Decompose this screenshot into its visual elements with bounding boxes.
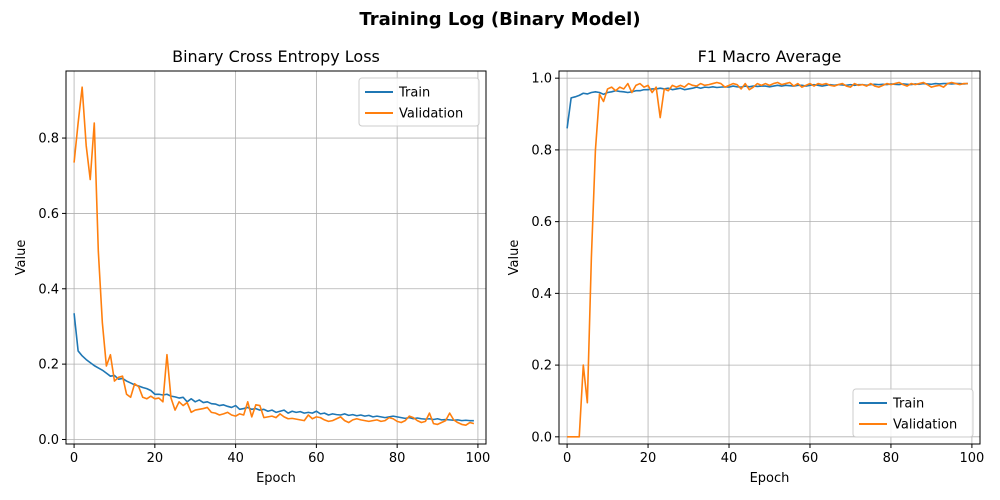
f1-x-axis-label: Epoch [750,471,790,486]
loss-legend: Train Validation [358,77,480,127]
loss-ytick-label-2: 0.4 [38,282,59,297]
loss-xtick-label-0: 0 [70,451,78,466]
figure-title: Training Log (Binary Model) [359,9,640,30]
f1-ytick-label-2: 0.4 [531,287,552,302]
f1-xtick-label-1: 20 [640,451,657,466]
loss-legend-label-validation: Validation [399,107,463,122]
f1-ytick-label-4: 0.8 [531,143,552,158]
f1-xtick-label-2: 40 [721,451,738,466]
f1-plot-frame [558,70,981,445]
loss-ytick-label-0: 0.0 [38,433,59,448]
loss-xtick-label-5: 100 [466,451,491,466]
f1-legend: Train Validation [852,388,974,438]
loss-ytick-label-4: 0.8 [38,132,59,147]
f1-y-axis-label: Value [507,240,522,276]
f1-xtick-label-5: 100 [959,451,984,466]
loss-y-axis-label: Value [14,240,29,276]
f1-legend-label-validation: Validation [893,418,957,433]
f1-ytick-label-3: 0.6 [531,215,552,230]
loss-ytick-label-1: 0.2 [38,358,59,373]
loss-series-line-train [73,313,474,422]
loss-xtick-label-3: 60 [308,451,325,466]
f1-xtick-label-0: 0 [563,451,571,466]
f1-chart-title: F1 Macro Average [698,47,842,66]
f1-ytick-label-5: 1.0 [531,72,552,87]
loss-chart: 0 20 40 60 80 100 0.0 0.2 0.4 0.6 0.8 Binary Cross … [14,47,490,486]
loss-chart-title: Binary Cross Entropy Loss [172,47,380,66]
f1-chart: 0 20 40 60 80 100 0.0 0.2 0.4 0.6 0.8 1.0 F1 Macro A… [507,47,984,486]
f1-series-line-validation [567,81,968,438]
f1-series-line-train [566,82,968,129]
loss-x-axis-label: Epoch [256,471,296,486]
loss-ytick-label-3: 0.6 [38,207,59,222]
f1-ytick-label-0: 0.0 [531,430,552,445]
loss-plot-frame [65,70,487,445]
loss-xtick-label-1: 20 [147,451,164,466]
f1-ytick-label-1: 0.2 [531,359,552,374]
loss-xtick-label-4: 80 [389,451,406,466]
f1-xtick-label-4: 80 [883,451,900,466]
loss-xtick-label-2: 40 [227,451,244,466]
loss-legend-label-train: Train [398,86,430,101]
f1-xtick-label-3: 60 [802,451,819,466]
f1-legend-label-train: Train [892,397,924,412]
loss-series-line-validation [73,86,475,426]
